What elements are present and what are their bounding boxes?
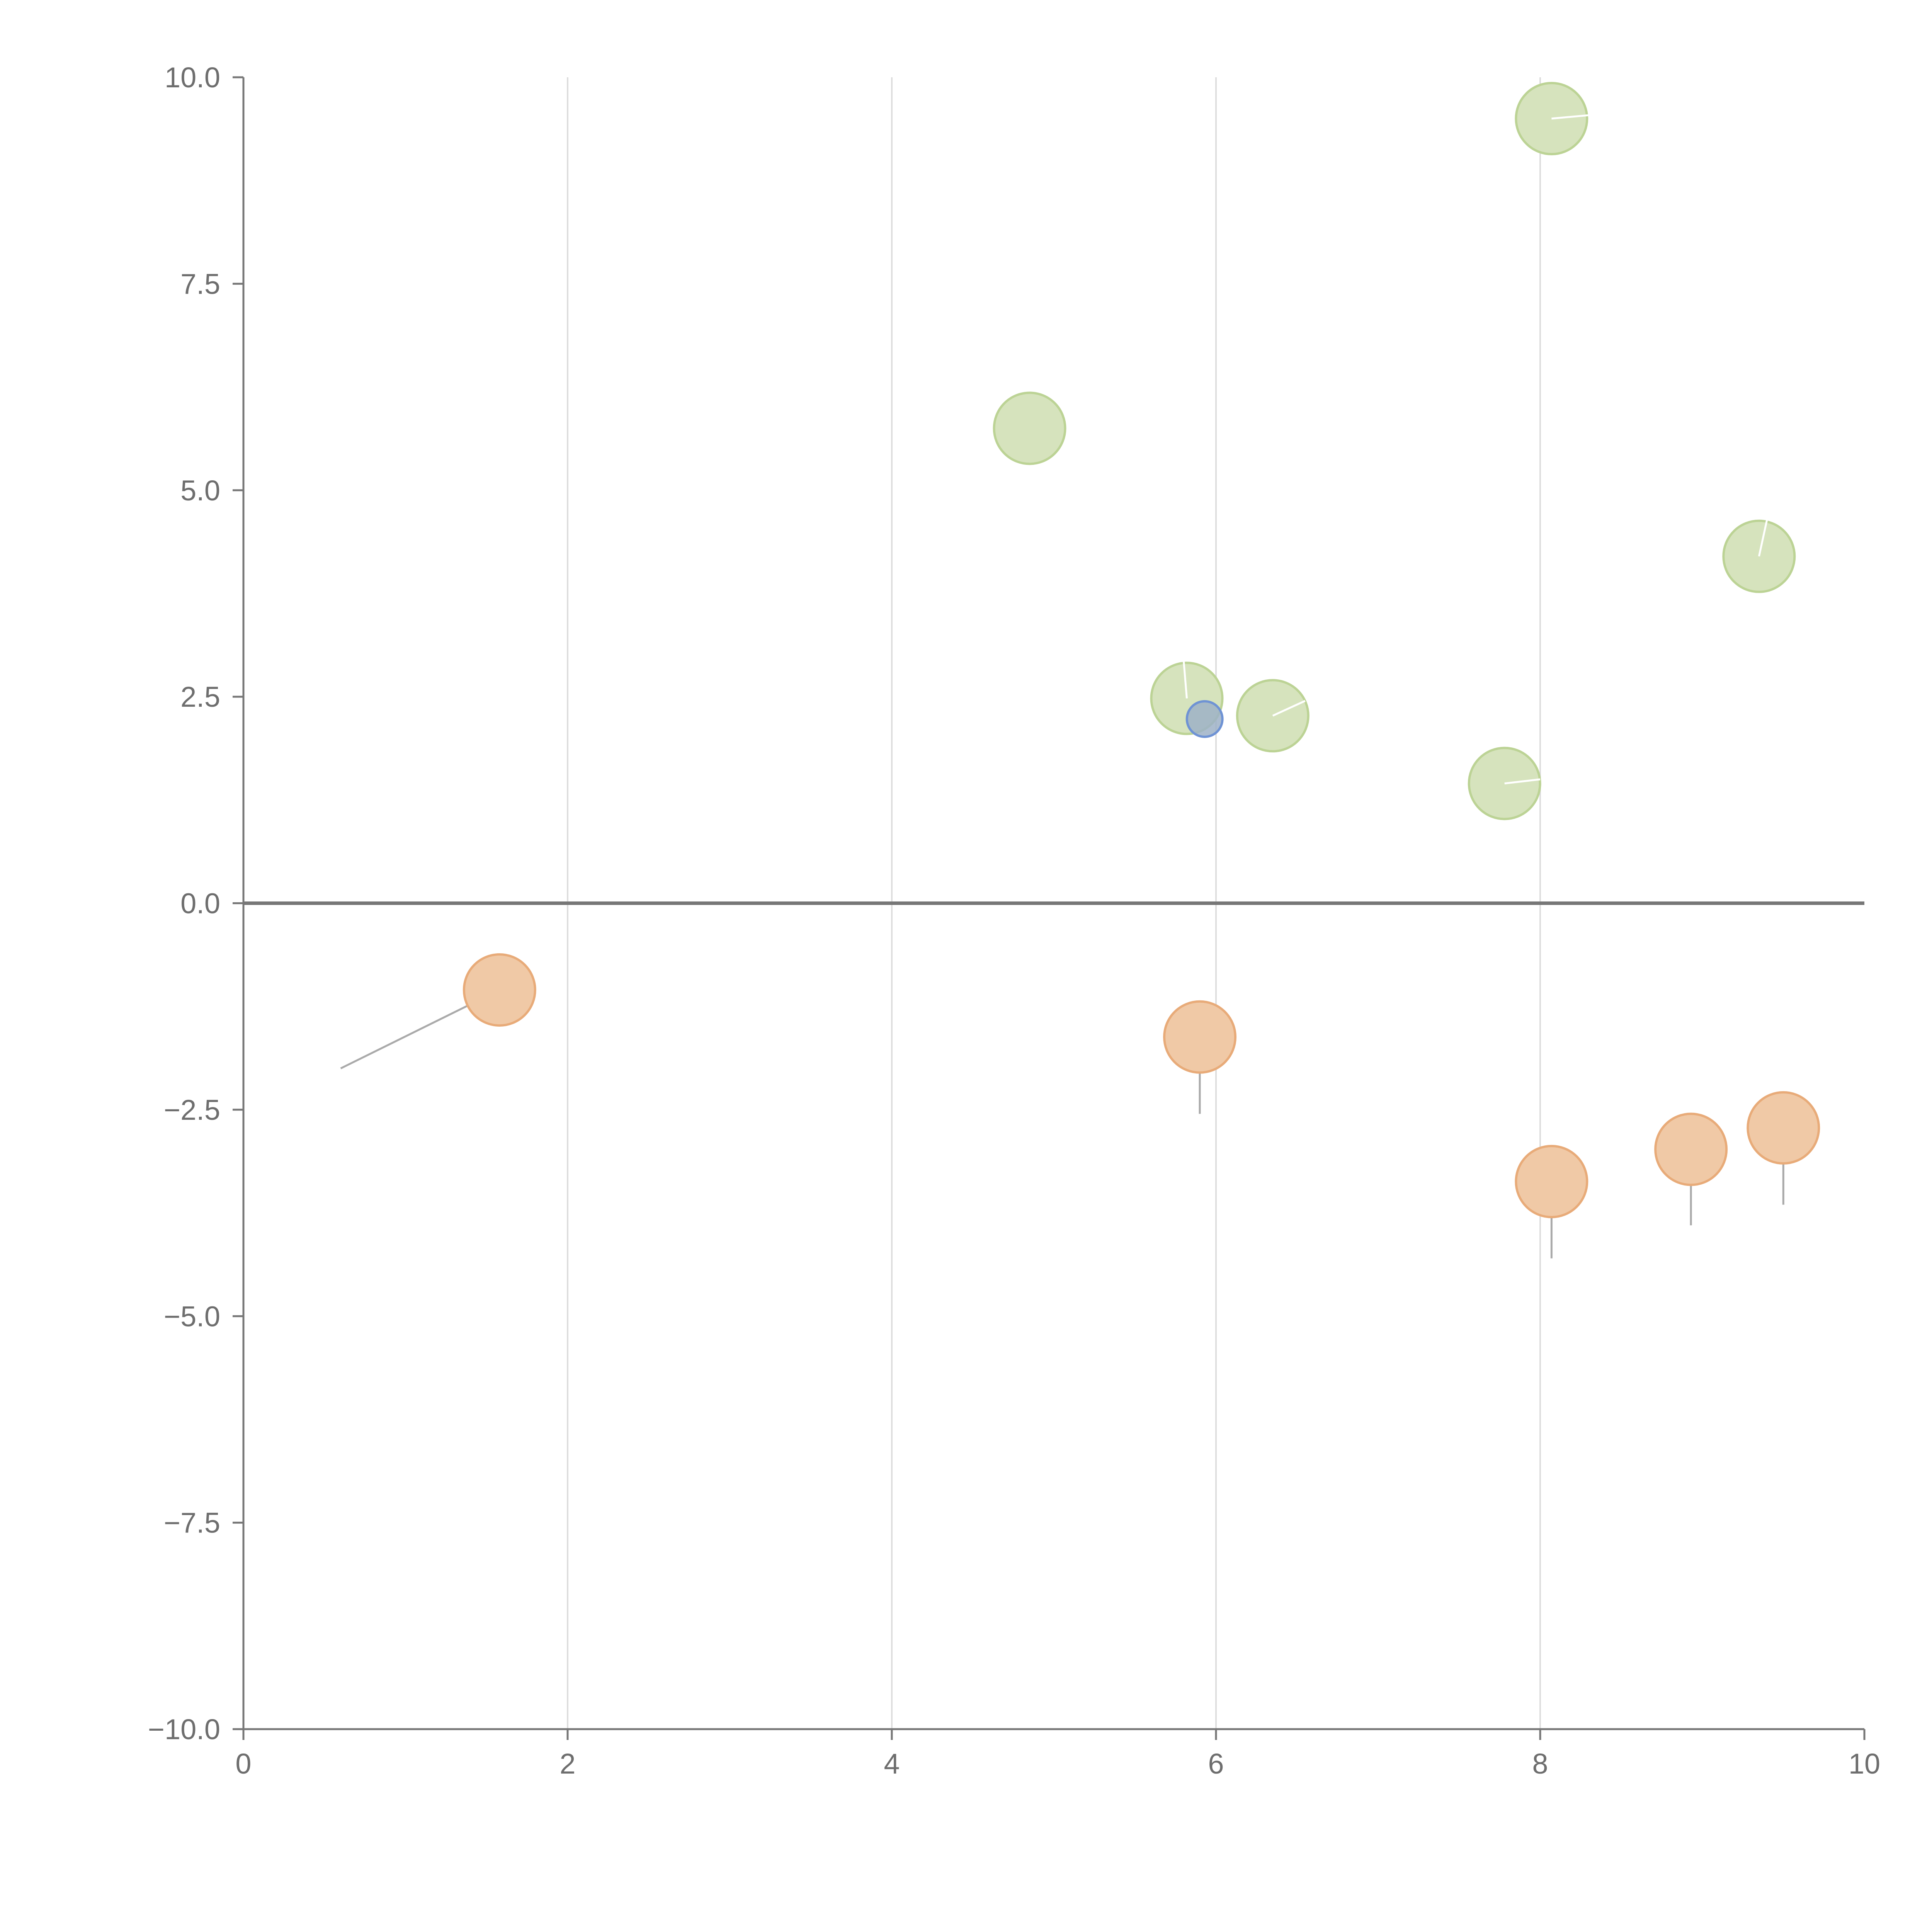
x-tick-label: 0	[235, 1748, 251, 1780]
data-points	[463, 82, 1820, 1218]
connectors	[340, 989, 1784, 1259]
negative-point-0	[463, 953, 536, 1027]
y-tick-label: 5.0	[180, 474, 220, 507]
negative-point-1	[1163, 1000, 1237, 1074]
y-tick-label: −2.5	[164, 1094, 220, 1126]
positive-connector-3	[1182, 659, 1188, 699]
positive-connector-4	[1272, 700, 1306, 717]
positive-connector-5	[1504, 778, 1541, 785]
positive-connector-0	[1551, 113, 1597, 120]
axes	[242, 77, 1864, 1730]
negative-point-3	[1654, 1112, 1728, 1186]
tick-marks: 0 2 4 6 8 10 10.0 7.5 5.0 2.5 0.0 −2.5 −5.0 −7.5 −10.0	[148, 61, 1880, 1780]
positive-connector-2	[1758, 519, 1768, 557]
x-tick-label: 6	[1208, 1748, 1224, 1780]
y-tick-label: 10.0	[165, 61, 220, 94]
y-tick-label: 2.5	[180, 681, 220, 713]
x-tick-label: 10	[1849, 1748, 1880, 1780]
y-tick-label: 0.0	[180, 888, 220, 920]
negative-point-4	[1747, 1091, 1820, 1165]
y-tick-label: −10.0	[148, 1713, 220, 1745]
y-tick-label: 7.5	[180, 268, 220, 300]
highlight-point-0	[1185, 700, 1224, 738]
x-tick-label: 2	[560, 1748, 575, 1780]
y-tick-label: −7.5	[164, 1507, 220, 1539]
x-tick-label: 4	[884, 1748, 900, 1780]
negative-point-2	[1515, 1145, 1588, 1218]
y-tick-label: −5.0	[164, 1300, 220, 1332]
positive-point-1	[993, 391, 1066, 465]
x-tick-label: 8	[1532, 1748, 1548, 1780]
